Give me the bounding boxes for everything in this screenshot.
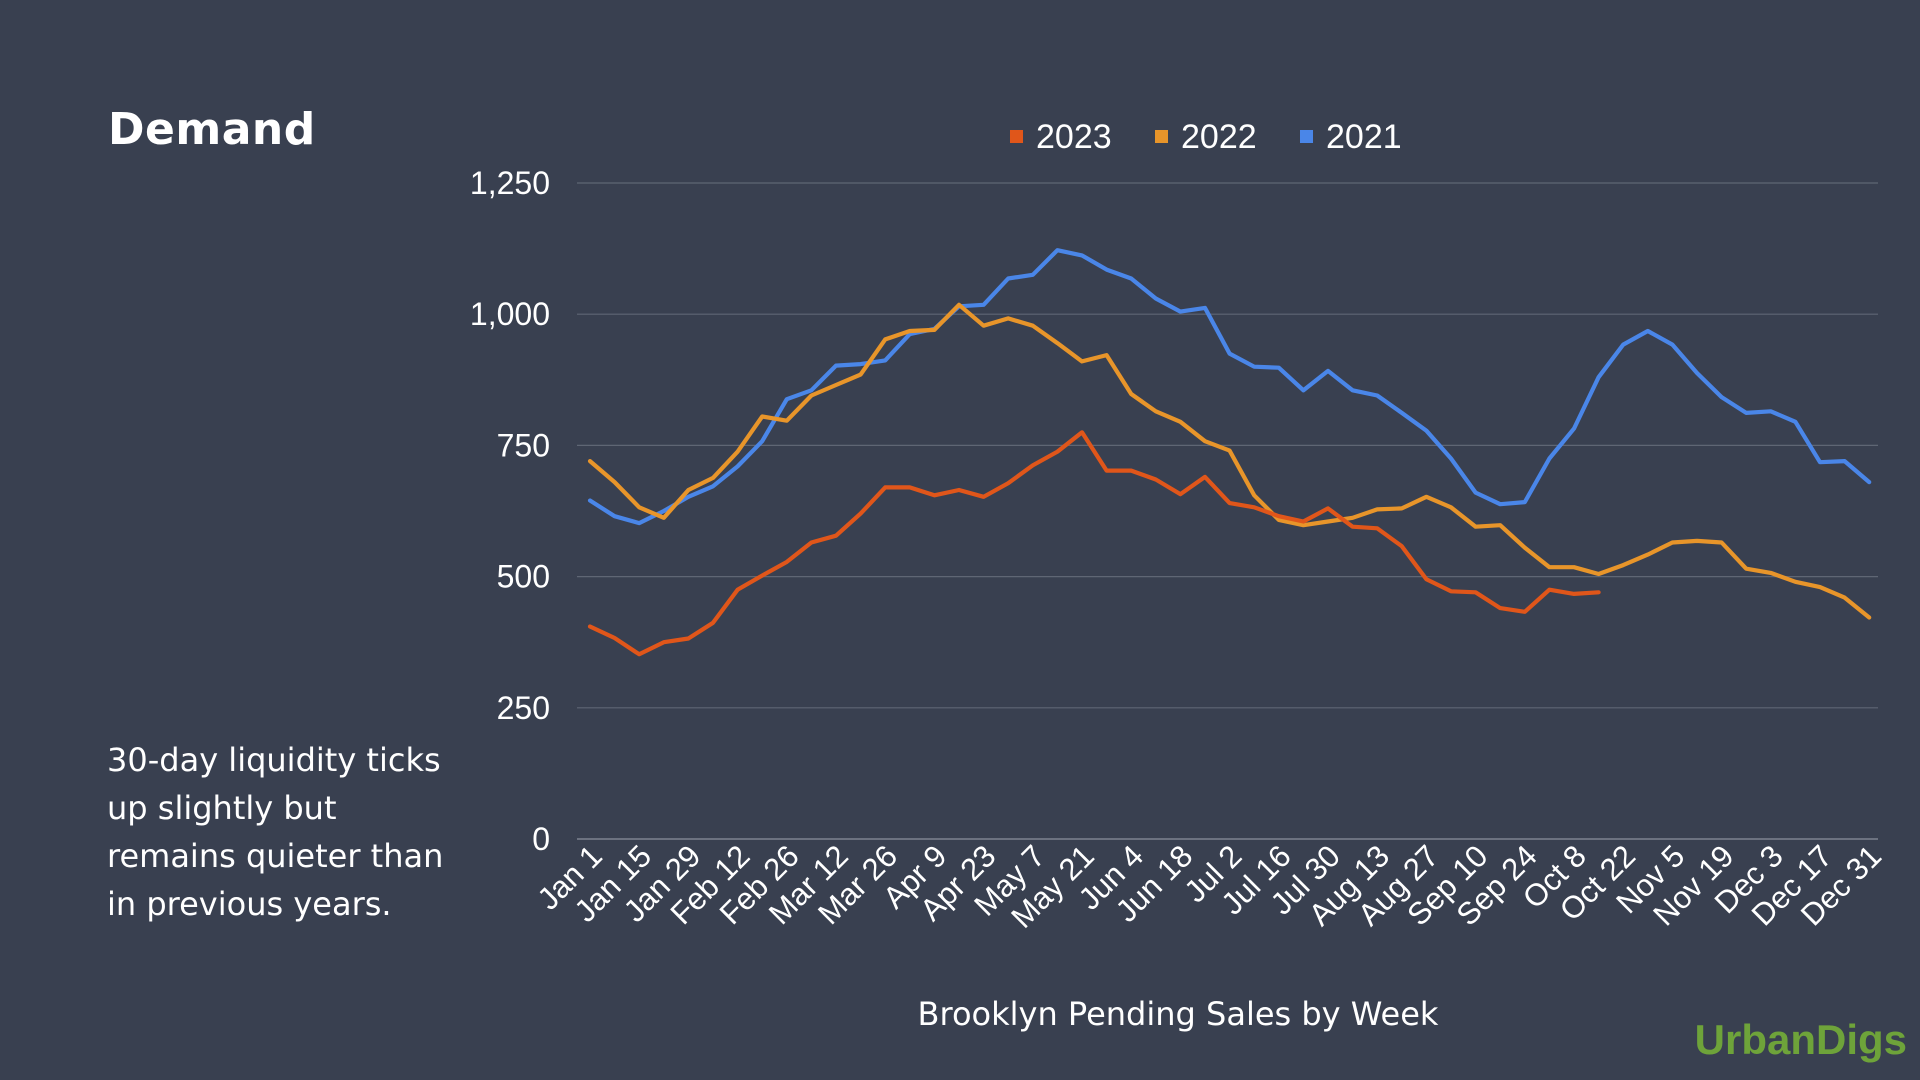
legend-swatch-2023 [1010, 130, 1023, 143]
legend-swatch-2021 [1300, 130, 1313, 143]
series-lines [587, 248, 1872, 657]
legend-label-2023: 2023 [1036, 118, 1112, 156]
legend: 2023 2022 2021 [1010, 118, 1402, 156]
legend-swatch-2022 [1155, 130, 1168, 143]
y-tick-label: 0 [532, 821, 550, 857]
page-title: Demand [108, 104, 316, 155]
y-tick-label: 500 [497, 559, 550, 595]
brand-logo: UrbanDigs [1694, 1016, 1907, 1063]
y-tick-label: 250 [497, 690, 550, 726]
y-tick-label: 1,250 [470, 165, 550, 201]
y-axis-ticks: 0 250 500 750 1,000 1,250 [470, 165, 550, 857]
caption-text: 30-day liquidity ticks up slightly but r… [107, 741, 444, 923]
series-line-2021 [587, 248, 1872, 526]
gridlines [577, 182, 1878, 840]
series-line-2022 [587, 302, 1872, 620]
y-tick-label: 750 [497, 427, 550, 463]
x-axis-label: Brooklyn Pending Sales by Week [918, 995, 1439, 1033]
y-tick-label: 1,000 [470, 296, 550, 332]
legend-label-2022: 2022 [1181, 118, 1257, 156]
series-line-2023 [587, 430, 1601, 657]
legend-label-2021: 2021 [1326, 118, 1402, 156]
